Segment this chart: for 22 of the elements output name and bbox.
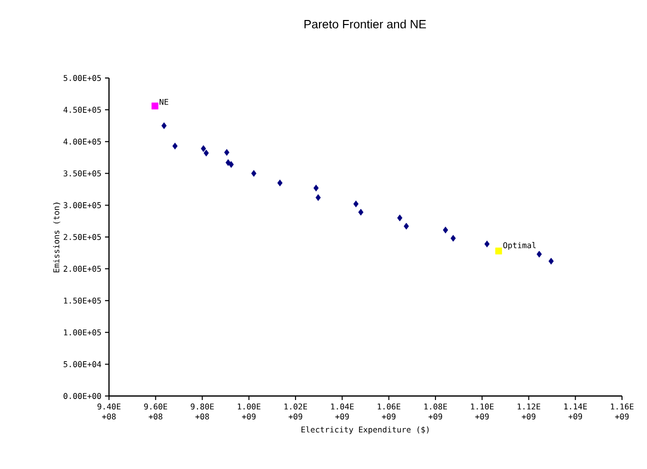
- point: [161, 122, 167, 130]
- point: [204, 150, 209, 156]
- point: [484, 240, 490, 248]
- point: [172, 142, 178, 150]
- point: [442, 226, 448, 234]
- point: [548, 258, 554, 265]
- point: [313, 184, 319, 192]
- point: [152, 102, 158, 110]
- point: [358, 208, 364, 216]
- point: [228, 161, 234, 168]
- point: [495, 248, 502, 254]
- point: [397, 214, 402, 222]
- point: [450, 234, 456, 242]
- point: [353, 200, 359, 208]
- point: [404, 222, 409, 230]
- chart-title: Pareto Frontier and NE: [304, 20, 426, 28]
- point: [277, 180, 283, 186]
- point: [200, 145, 206, 152]
- point: [316, 194, 321, 201]
- point: [251, 170, 256, 177]
- point: [536, 250, 542, 258]
- point: [224, 149, 230, 156]
